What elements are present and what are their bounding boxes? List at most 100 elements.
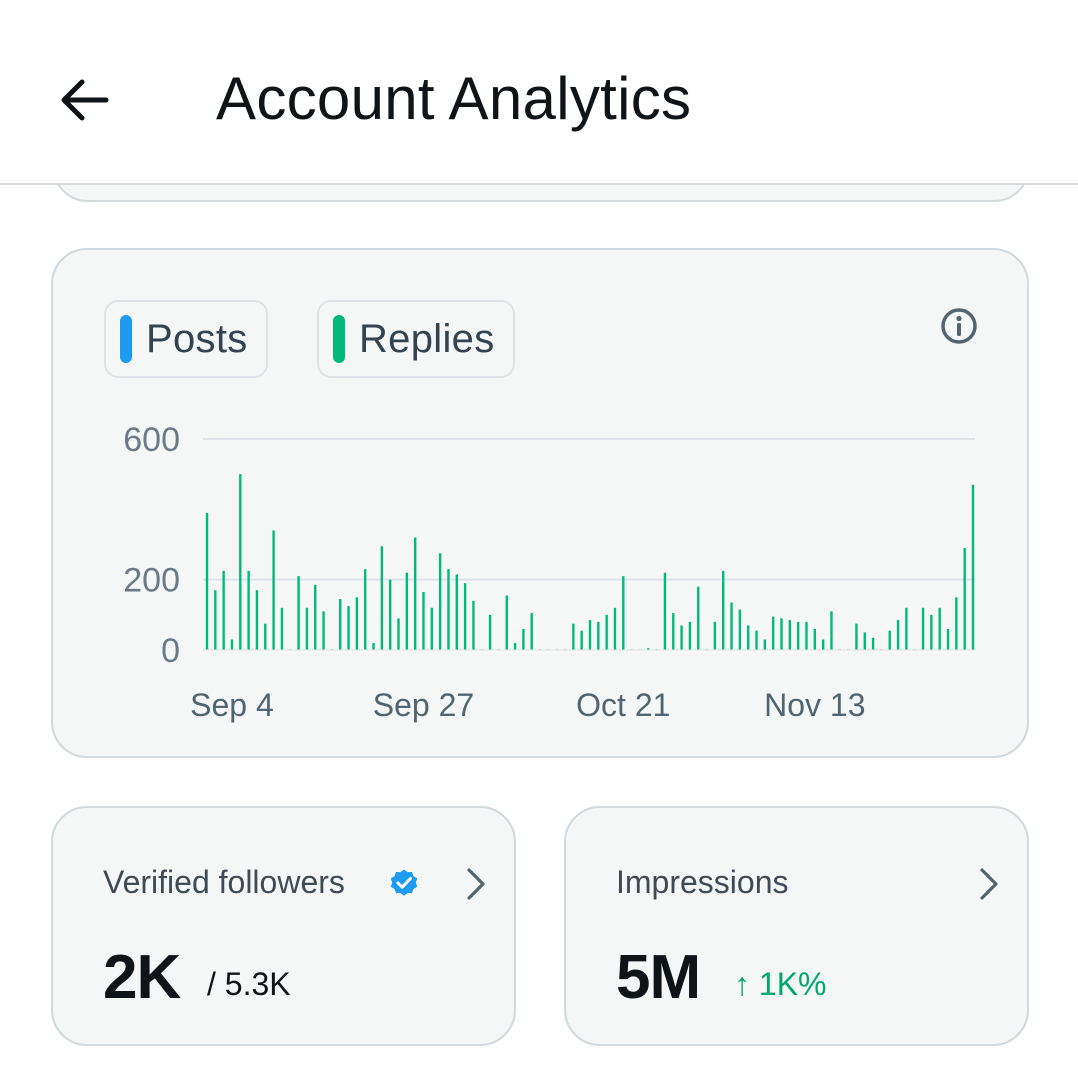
y-tick-label: 0 [161, 632, 180, 670]
replies-bar [938, 607, 941, 650]
replies-bar [572, 623, 575, 650]
replies-bar [730, 602, 733, 650]
replies-bar [372, 642, 375, 650]
replies-bar [663, 572, 667, 650]
chevron-right-icon[interactable] [464, 866, 488, 902]
replies-bar [505, 595, 508, 650]
replies-bar [314, 584, 317, 650]
impressions-label: Impressions [616, 864, 789, 900]
impressions-card[interactable]: Impressions 5M ↑ 1K% [564, 806, 1029, 1046]
replies-bar [472, 600, 475, 650]
replies-bar [688, 621, 692, 650]
replies-bar [763, 639, 767, 650]
replies-bar [230, 639, 234, 650]
back-button[interactable] [48, 60, 120, 140]
replies-bar [771, 616, 775, 650]
activity-chart-card: Posts Replies 0 200 600 Sep 4 Sep 27 Oct 21 No… [51, 248, 1029, 758]
replies-bar [413, 537, 417, 650]
replies-bar [588, 620, 592, 650]
replies-bar [821, 639, 825, 650]
replies-bar [239, 474, 242, 650]
x-tick-label: Oct 21 [576, 687, 670, 723]
page-title: Account Analytics [216, 65, 692, 132]
legend-chip-posts[interactable]: Posts [104, 300, 268, 378]
legend-label-posts: Posts [146, 316, 248, 361]
replies-bar [796, 621, 800, 650]
chevron-right-icon[interactable] [977, 866, 1001, 902]
replies-bar [447, 569, 450, 650]
replies-bar [339, 599, 342, 650]
replies-bar [780, 618, 783, 650]
legend-label-replies: Replies [359, 316, 495, 361]
info-icon[interactable] [939, 306, 979, 346]
replies-bar [871, 637, 875, 650]
verified-followers-card[interactable]: Verified followers 2K / 5.3K [51, 806, 516, 1046]
replies-bar [280, 607, 284, 650]
replies-bar [297, 576, 300, 650]
impressions-value: 5M [616, 943, 701, 1012]
legend-chip-replies[interactable]: Replies [317, 300, 515, 378]
replies-bar [388, 579, 392, 650]
replies-bar [363, 569, 367, 650]
replies-bar [863, 632, 866, 650]
replies-bar [597, 621, 600, 650]
replies-bar [971, 484, 975, 650]
replies-bar [305, 607, 309, 650]
replies-bar [905, 607, 908, 650]
arrow-left-icon [61, 79, 109, 121]
replies-bar [855, 623, 858, 650]
replies-bar [347, 606, 350, 650]
replies-bar [672, 613, 675, 650]
replies-bar [205, 512, 209, 650]
replies-bar [463, 583, 467, 650]
replies-bar [930, 614, 933, 650]
replies-bar [397, 618, 400, 650]
replies-bar [222, 570, 225, 650]
replies-bar [622, 576, 625, 650]
replies-bar [355, 597, 359, 650]
replies-bar [680, 625, 683, 650]
replies-bar [755, 630, 758, 650]
replies-bar [788, 620, 792, 650]
replies-bar [455, 574, 458, 650]
replies-bar [896, 620, 900, 650]
x-tick-label: Sep 27 [373, 687, 474, 723]
replies-bar [405, 572, 409, 650]
replies-bar [264, 623, 267, 650]
replies-bar [955, 597, 958, 650]
replies-bar [746, 625, 750, 650]
replies-bar [513, 642, 517, 650]
replies-bar [921, 607, 925, 650]
replies-bar [888, 630, 891, 650]
replies-bar [255, 590, 259, 650]
total-followers-value: / 5.3K [207, 966, 291, 1002]
x-tick-label: Sep 4 [190, 687, 274, 723]
replies-bar [722, 570, 725, 650]
posts-swatch [120, 315, 132, 363]
replies-bar [963, 548, 966, 650]
replies-bar [322, 611, 325, 650]
replies-bar [946, 628, 950, 650]
verified-followers-value: 2K [103, 943, 181, 1012]
replies-bar [272, 530, 275, 650]
replies-bar [522, 628, 525, 650]
replies-bar [738, 609, 742, 650]
replies-bar [530, 613, 533, 650]
replies-bar [647, 648, 650, 650]
replies-bar [214, 590, 217, 650]
verified-followers-label: Verified followers [103, 864, 345, 900]
replies-bar [422, 591, 425, 650]
replies-bar [488, 614, 492, 650]
replies-bar [605, 614, 608, 650]
replies-bar [805, 621, 808, 650]
replies-bar [438, 553, 442, 650]
replies-bar [430, 607, 434, 650]
replies-bar [613, 607, 617, 650]
y-tick-label: 600 [123, 421, 180, 459]
x-tick-label: Nov 13 [764, 687, 865, 723]
replies-bar [830, 611, 833, 650]
replies-bar [247, 570, 250, 650]
verified-badge-icon [390, 869, 418, 896]
replies-bar [380, 546, 384, 650]
activity-bar-chart: 0 200 600 Sep 4 Sep 27 Oct 21 Nov 13 [123, 421, 975, 723]
